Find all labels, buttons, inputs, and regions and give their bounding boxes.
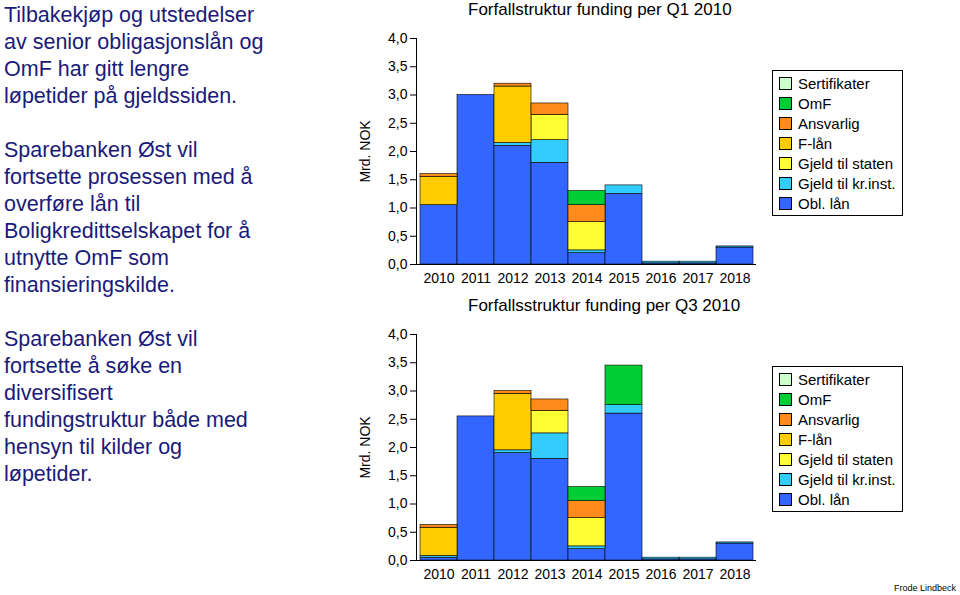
svg-text:3,5: 3,5: [388, 58, 408, 74]
svg-text:2017: 2017: [682, 566, 713, 582]
html-text:Forfallstruktur funding per Q1: Forfallstruktur funding per Q1 2010: [468, 0, 732, 19]
html-text:Boligkredittselskapet for å: Boligkredittselskapet for å: [4, 219, 251, 243]
html-text:F-lån: F-lån: [798, 430, 833, 448]
html-text:Forfallsstruktur funding per Q: Forfallsstruktur funding per Q3 2010: [468, 296, 741, 315]
html-text:F-lån: F-lån: [798, 134, 833, 152]
html-text:overføre lån til: overføre lån til: [4, 192, 141, 216]
svg-text:2015: 2015: [608, 270, 639, 286]
svg-text:2013: 2013: [534, 270, 565, 286]
svg-text:4,0: 4,0: [388, 326, 408, 342]
html-text:Tilbakekjøp og utstedelser: Tilbakekjøp og utstedelser: [4, 3, 255, 27]
svg-text:4,0: 4,0: [388, 30, 408, 46]
svg-text:2014: 2014: [571, 566, 602, 582]
html-text:Sertifikater: Sertifikater: [798, 370, 870, 388]
html-text:Sparebanken Øst vil: Sparebanken Øst vil: [4, 138, 198, 162]
html-text:hensyn til kilder og: hensyn til kilder og: [4, 435, 183, 459]
html-text:av senior obligasjonslån og: av senior obligasjonslån og: [4, 30, 264, 54]
svg-text:2018: 2018: [719, 566, 750, 582]
svg-text:2010: 2010: [423, 566, 454, 582]
svg-text:2,0: 2,0: [388, 143, 408, 159]
svg-text:2011: 2011: [461, 270, 491, 286]
svg-text:2011: 2011: [461, 566, 491, 582]
html-text:Sertifikater: Sertifikater: [798, 74, 870, 92]
svg-text:2018: 2018: [719, 270, 750, 286]
svg-text:2010: 2010: [423, 270, 454, 286]
html-text:Gjeld til staten: Gjeld til staten: [798, 154, 893, 172]
svg-text:2,5: 2,5: [388, 115, 408, 131]
html-text:utnytte OmF som: utnytte OmF som: [4, 246, 169, 270]
svg-text:1,5: 1,5: [388, 467, 408, 483]
html-text:Obl. lån: Obl. lån: [798, 490, 850, 508]
svg-text:2015: 2015: [608, 566, 639, 582]
svg-text:3,0: 3,0: [388, 382, 408, 398]
svg-text:0,0: 0,0: [388, 552, 408, 568]
svg-text:2012: 2012: [497, 270, 528, 286]
html-text:Gjeld til kr.inst.: Gjeld til kr.inst.: [798, 470, 896, 488]
html-text:Sparebanken Øst vil: Sparebanken Øst vil: [4, 327, 198, 351]
html-text:OmF: OmF: [798, 94, 832, 112]
svg-text:0,0: 0,0: [388, 256, 408, 272]
html-text:Gjeld til kr.inst.: Gjeld til kr.inst.: [798, 174, 896, 192]
html-text:Gjeld til staten: Gjeld til staten: [798, 450, 893, 468]
svg-text:2016: 2016: [645, 270, 676, 286]
svg-text:Mrd. NOK: Mrd. NOK: [357, 416, 373, 479]
html-text:fundingstruktur både med: fundingstruktur både med: [4, 408, 248, 432]
svg-text:0,5: 0,5: [388, 524, 408, 540]
html-text:løpetider på gjeldssiden.: løpetider på gjeldssiden.: [4, 84, 238, 108]
svg-text:3,0: 3,0: [388, 86, 408, 102]
html-text:løpetider.: løpetider.: [4, 462, 93, 486]
svg-text:2013: 2013: [534, 566, 565, 582]
html-text:Frode Lindbeck: Frode Lindbeck: [894, 583, 956, 593]
svg-text:Mrd. NOK: Mrd. NOK: [357, 120, 373, 183]
svg-text:2016: 2016: [645, 566, 676, 582]
svg-text:0,5: 0,5: [388, 228, 408, 244]
svg-text:2,5: 2,5: [388, 411, 408, 427]
html-text:diversifisert: diversifisert: [4, 381, 113, 405]
svg-text:1,0: 1,0: [388, 199, 408, 215]
svg-text:2017: 2017: [682, 270, 713, 286]
html-text:OmF har gitt lengre: OmF har gitt lengre: [4, 57, 190, 81]
html-text:OmF: OmF: [798, 390, 832, 408]
html-text:finansieringskilde.: finansieringskilde.: [4, 273, 175, 297]
html-text:fortsette å søke en: fortsette å søke en: [4, 354, 183, 378]
svg-text:2014: 2014: [571, 270, 602, 286]
html-text:fortsette prosessen med å: fortsette prosessen med å: [4, 165, 253, 189]
html-text:Ansvarlig: Ansvarlig: [798, 410, 860, 428]
svg-text:2,0: 2,0: [388, 439, 408, 455]
svg-text:2012: 2012: [497, 566, 528, 582]
html-text:Obl. lån: Obl. lån: [798, 194, 850, 212]
svg-text:1,5: 1,5: [388, 171, 408, 187]
svg-text:3,5: 3,5: [388, 354, 408, 370]
svg-text:1,0: 1,0: [388, 495, 408, 511]
html-text:Ansvarlig: Ansvarlig: [798, 114, 860, 132]
